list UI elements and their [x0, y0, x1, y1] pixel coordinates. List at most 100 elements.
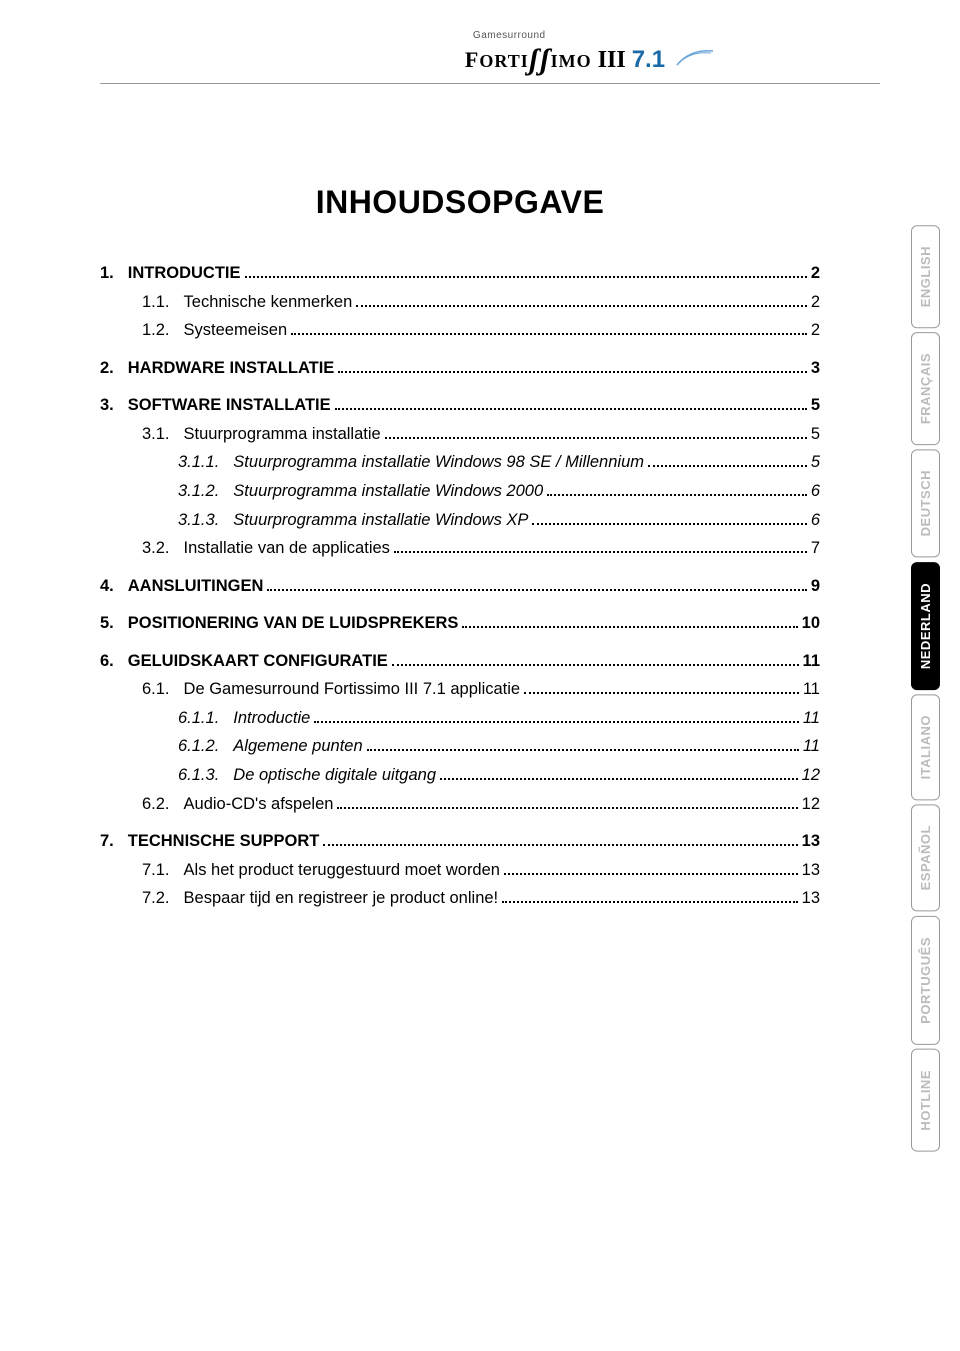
- toc-entry[interactable]: 3.1.Stuurprogramma installatie5: [100, 422, 820, 448]
- toc-leader-dots: [462, 626, 797, 628]
- toc-entry[interactable]: 6.2.Audio-CD's afspelen12: [100, 792, 820, 818]
- page: Gamesurround FORTIʃʃIMO III 7.1 INHOUDSO…: [0, 0, 960, 1351]
- toc-entry[interactable]: 1. INTRODUCTIE 2: [100, 261, 820, 287]
- toc-entry[interactable]: 1.1.Technische kenmerken2: [100, 290, 820, 316]
- toc-number: 6.: [100, 649, 114, 675]
- logo-roman: III: [598, 47, 626, 74]
- toc-leader-dots: [524, 692, 799, 694]
- toc-entry[interactable]: 3.SOFTWARE INSTALLATIE5: [100, 393, 820, 419]
- toc-leader-dots: [385, 437, 807, 439]
- toc-entry[interactable]: 1.2. Systeemeisen 2: [100, 318, 820, 344]
- toc-number: 3.1.1.: [178, 450, 219, 476]
- toc-leader-dots: [502, 901, 798, 903]
- toc-entry[interactable]: 6.1. De Gamesurround Fortissimo III 7.1 a…: [100, 677, 820, 703]
- toc-page-number: 12: [802, 792, 820, 818]
- logo-brand: FORTIʃʃIMO: [465, 41, 592, 75]
- toc-entry[interactable]: 5.POSITIONERING VAN DE LUIDSPREKERS10: [100, 611, 820, 637]
- language-tab-italiano[interactable]: ITALIANO: [911, 694, 940, 800]
- toc-number: 4.: [100, 574, 114, 600]
- toc-number: 1.1.: [142, 290, 170, 316]
- header-logo: Gamesurround FORTIʃʃIMO III 7.1: [300, 30, 880, 75]
- table-of-contents: 1.INTRODUCTIE21.1.Technische kenmerken21…: [100, 261, 820, 912]
- toc-entry[interactable]: 3.1.1. Stuurprogramma installatie Windows…: [100, 450, 820, 476]
- swoosh-icon: [675, 47, 715, 72]
- toc-page-number: 11: [803, 706, 820, 732]
- toc-label: Stuurprogramma installatie Windows 98 SE…: [233, 450, 644, 476]
- toc-number: 7.: [100, 829, 114, 855]
- toc-leader-dots: [323, 844, 797, 846]
- toc-number: 1.2.: [142, 318, 170, 344]
- toc-label: Stuurprogramma installatie: [184, 422, 381, 448]
- toc-number: 3.2.: [142, 536, 170, 562]
- toc-label: Stuurprogramma installatie Windows XP: [233, 508, 528, 534]
- toc-page-number: 11: [803, 649, 820, 675]
- toc-page-number: 5: [811, 422, 820, 448]
- toc-page-number: 11: [803, 677, 820, 703]
- toc-entry[interactable]: 4. AANSLUITINGEN 9: [100, 574, 820, 600]
- toc-leader-dots: [245, 276, 807, 278]
- language-tab-nederland[interactable]: NEDERLAND: [911, 562, 940, 690]
- toc-number: 6.1.: [142, 677, 170, 703]
- toc-number: 6.1.1.: [178, 706, 219, 732]
- language-tab-deutsch[interactable]: DEUTSCH: [911, 449, 940, 557]
- toc-label: AANSLUITINGEN: [128, 574, 264, 600]
- header-rule: [100, 83, 880, 84]
- toc-page-number: 12: [802, 763, 820, 789]
- toc-label: Technische kenmerken: [184, 290, 353, 316]
- toc-page-number: 13: [802, 829, 820, 855]
- toc-leader-dots: [547, 494, 807, 496]
- toc-number: 3.: [100, 393, 114, 419]
- toc-leader-dots: [314, 721, 799, 723]
- toc-leader-dots: [394, 551, 807, 553]
- toc-leader-dots: [335, 408, 807, 410]
- toc-leader-dots: [532, 523, 806, 525]
- toc-page-number: 11: [803, 734, 820, 760]
- toc-number: 7.2.: [142, 886, 170, 912]
- toc-page-number: 13: [802, 886, 820, 912]
- language-tab-english[interactable]: ENGLISH: [911, 225, 940, 328]
- toc-number: 3.1.3.: [178, 508, 219, 534]
- toc-leader-dots: [267, 589, 806, 591]
- toc-number: 6.1.3.: [178, 763, 219, 789]
- toc-entry[interactable]: 7.2. Bespaar tijd en registreer je produc…: [100, 886, 820, 912]
- language-tab-français[interactable]: FRANÇAIS: [911, 332, 940, 445]
- toc-entry[interactable]: 6.1.1.Introductie11: [100, 706, 820, 732]
- toc-label: Installatie van de applicaties: [184, 536, 390, 562]
- toc-number: 7.1.: [142, 858, 170, 884]
- toc-label: De optische digitale uitgang: [233, 763, 436, 789]
- toc-entry[interactable]: 3.2.Installatie van de applicaties7: [100, 536, 820, 562]
- toc-label: Als het product teruggestuurd moet worde…: [184, 858, 500, 884]
- toc-entry[interactable]: 6.1.3. De optische digitale uitgang 12: [100, 763, 820, 789]
- toc-entry[interactable]: 2.HARDWARE INSTALLATIE3: [100, 356, 820, 382]
- toc-entry[interactable]: 6. GELUIDSKAART CONFIGURATIE 11: [100, 649, 820, 675]
- toc-leader-dots: [356, 305, 807, 307]
- toc-entry[interactable]: 7. TECHNISCHE SUPPORT 13: [100, 829, 820, 855]
- toc-number: 2.: [100, 356, 114, 382]
- toc-leader-dots: [291, 333, 807, 335]
- toc-label: Systeemeisen: [184, 318, 288, 344]
- toc-leader-dots: [504, 873, 798, 875]
- language-tab-español[interactable]: ESPAÑOL: [911, 804, 940, 911]
- toc-entry[interactable]: 3.1.2.Stuurprogramma installatie Windows…: [100, 479, 820, 505]
- language-tab-português[interactable]: PORTUGUÊS: [911, 916, 940, 1045]
- toc-page-number: 2: [811, 318, 820, 344]
- toc-leader-dots: [648, 465, 807, 467]
- content-area: INHOUDSOPGAVE 1.INTRODUCTIE21.1.Technisc…: [100, 184, 880, 912]
- toc-number: 1.: [100, 261, 114, 287]
- toc-entry[interactable]: 7.1. Als het product teruggestuurd moet w…: [100, 858, 820, 884]
- toc-label: De Gamesurround Fortissimo III 7.1 appli…: [184, 677, 521, 703]
- toc-page-number: 6: [811, 508, 820, 534]
- toc-entry[interactable]: 6.1.2.Algemene punten11: [100, 734, 820, 760]
- toc-label: INTRODUCTIE: [128, 261, 241, 287]
- toc-entry[interactable]: 3.1.3. Stuurprogramma installatie Windows…: [100, 508, 820, 534]
- toc-page-number: 10: [802, 611, 820, 637]
- toc-label: GELUIDSKAART CONFIGURATIE: [128, 649, 388, 675]
- toc-label: Stuurprogramma installatie Windows 2000: [233, 479, 543, 505]
- toc-leader-dots: [367, 749, 799, 751]
- toc-label: TECHNISCHE SUPPORT: [128, 829, 320, 855]
- toc-page-number: 2: [811, 261, 820, 287]
- toc-label: Algemene punten: [233, 734, 362, 760]
- toc-label: Bespaar tijd en registreer je product on…: [184, 886, 499, 912]
- toc-page-number: 9: [811, 574, 820, 600]
- language-tab-hotline[interactable]: HOTLINE: [911, 1049, 940, 1152]
